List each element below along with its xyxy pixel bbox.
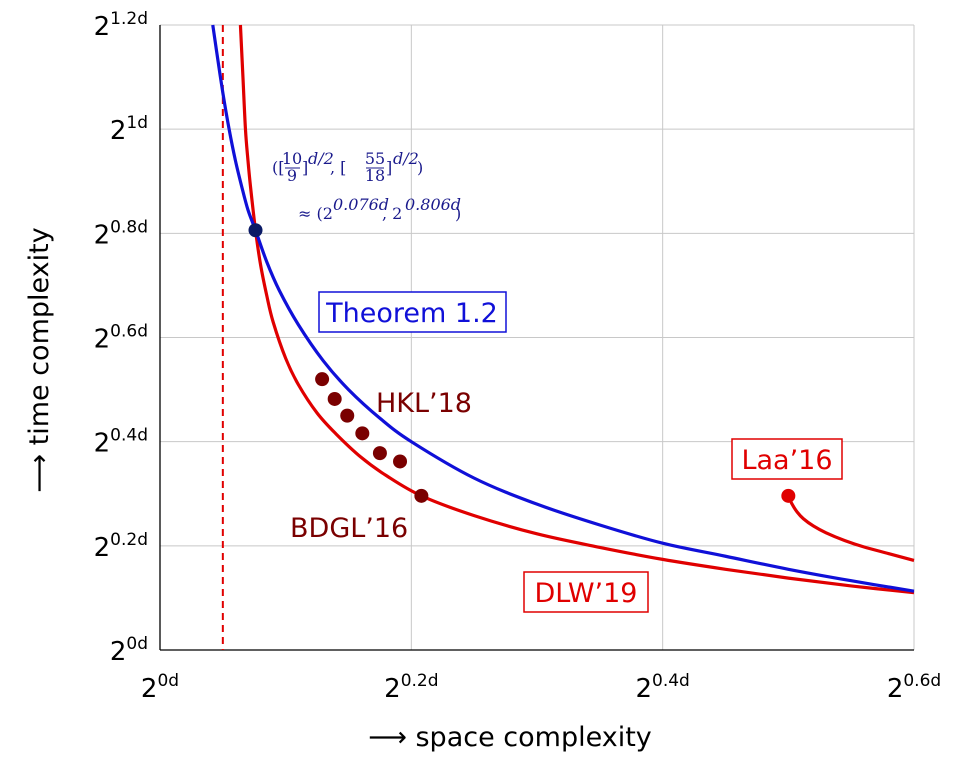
anno-bracket2: ]: [386, 158, 392, 177]
anno-line2-exp2: 0.806d: [405, 195, 461, 214]
anno-line2-exp1: 0.076d: [333, 195, 389, 214]
y-tick-label-3: 20.6d: [94, 322, 148, 355]
x-axis-title: ⟶ space complexity: [368, 722, 652, 753]
x-tick-label-0: 20d: [141, 671, 179, 704]
anno-frac1-num: 10: [282, 149, 302, 168]
label-theorem-text: Theorem 1.2: [325, 298, 498, 329]
data-point-3: [355, 426, 370, 441]
grid: [159, 24, 915, 651]
curves: [211, 24, 915, 650]
anno-frac2-num: 55: [365, 149, 385, 168]
data-points: [248, 223, 796, 503]
anno-close: ): [417, 158, 423, 177]
intersection-annotation: ([ 10 9 ] d/2 , [ 55 18 ] d/2 ) ≈ (2 0.0…: [272, 149, 461, 223]
anno-exp2: d/2: [393, 149, 419, 168]
y-tick-label-1: 20.2d: [94, 530, 148, 563]
label-hkl: HKL’18: [376, 388, 472, 419]
data-point-0: [315, 372, 330, 387]
y-tick-label-2: 20.4d: [94, 426, 148, 459]
y-tick-label-4: 20.8d: [94, 217, 148, 250]
label-laa: Laa’16: [731, 438, 843, 480]
y-axis-title: ⟶ time complexity: [24, 227, 55, 492]
data-point-8: [248, 223, 263, 238]
series-line-laa-16: [786, 495, 915, 562]
data-point-4: [372, 446, 387, 461]
label-laa-box: [731, 438, 843, 480]
tick-labels: 20d 20.2d 20.4d 20.6d 20d 20.2d 20.4d 20.6d 20.8…: [94, 9, 942, 704]
data-point-7: [781, 488, 796, 503]
label-dlw-box: [523, 571, 649, 613]
x-tick-label-2: 20.4d: [635, 671, 689, 704]
anno-frac1-den: 9: [287, 166, 297, 185]
data-point-2: [340, 408, 355, 423]
data-point-1: [327, 391, 342, 406]
y-tick-label-6: 21.2d: [94, 9, 148, 42]
y-tick-label-5: 21d: [110, 113, 148, 146]
anno-sep: , [: [330, 158, 346, 177]
series-line-dlw-19: [238, 24, 915, 595]
anno-line1: ([: [272, 158, 284, 177]
label-dlw-text: DLW’19: [535, 578, 638, 609]
x-tick-label-1: 20.2d: [384, 671, 438, 704]
data-point-6: [414, 488, 429, 503]
label-laa-text: Laa’16: [741, 445, 832, 476]
data-point-5: [393, 454, 408, 469]
anno-line2-post: ): [455, 204, 461, 223]
label-bdgl: BDGL’16: [290, 513, 408, 544]
anno-line2-mid: , 2: [382, 204, 402, 223]
axes: [159, 25, 914, 651]
anno-exp1: d/2: [308, 149, 334, 168]
anno-frac2-den: 18: [365, 166, 385, 185]
label-dlw: DLW’19: [523, 571, 649, 613]
anno-bracket1: ]: [302, 158, 308, 177]
y-tick-label-0: 20d: [110, 634, 148, 667]
x-tick-label-3: 20.6d: [887, 671, 941, 704]
series-line-theorem-1-2: [211, 24, 915, 593]
label-theorem: Theorem 1.2: [318, 291, 507, 333]
label-theorem-box: [318, 291, 507, 333]
anno-line2-pre: ≈ (2: [298, 204, 333, 223]
